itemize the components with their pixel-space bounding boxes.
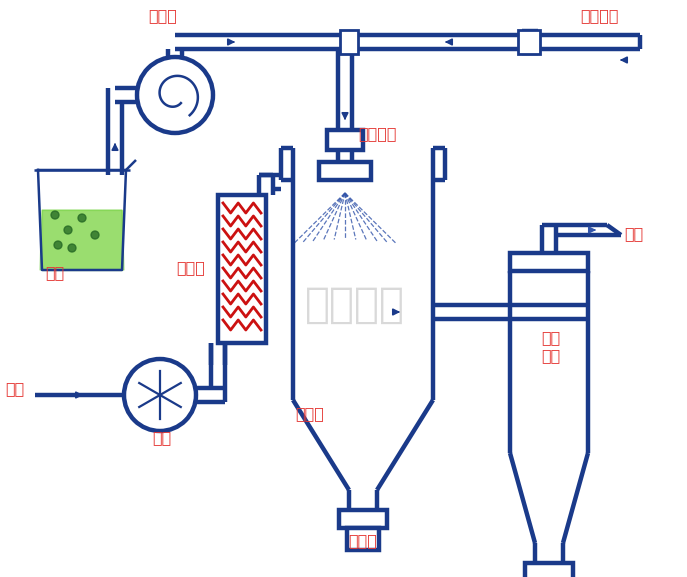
Text: 原料: 原料 bbox=[45, 265, 65, 280]
Bar bbox=[510, 253, 588, 271]
Text: 尾气: 尾气 bbox=[624, 226, 643, 241]
Text: 空气: 空气 bbox=[5, 381, 24, 396]
Text: 风机: 风机 bbox=[153, 430, 172, 445]
Circle shape bbox=[64, 226, 72, 234]
Text: 收料瓶: 收料瓶 bbox=[348, 533, 377, 548]
Text: 干燥瓶: 干燥瓶 bbox=[295, 406, 324, 421]
Bar bbox=[319, 162, 371, 180]
Text: 压缩空气: 压缩空气 bbox=[580, 8, 618, 23]
Polygon shape bbox=[40, 210, 124, 270]
Circle shape bbox=[51, 211, 59, 219]
Text: 旋风
分离: 旋风 分离 bbox=[541, 331, 561, 363]
Text: 进料泵: 进料泵 bbox=[148, 8, 177, 23]
Circle shape bbox=[54, 241, 62, 249]
Circle shape bbox=[78, 214, 86, 222]
Circle shape bbox=[68, 244, 76, 252]
Bar bbox=[347, 528, 379, 550]
Bar bbox=[339, 510, 387, 528]
Text: 加热器: 加热器 bbox=[176, 260, 205, 275]
Text: 上海欧蒙: 上海欧蒙 bbox=[305, 284, 405, 326]
Bar bbox=[218, 195, 266, 343]
Polygon shape bbox=[42, 210, 122, 270]
Text: 雾化喷头: 雾化喷头 bbox=[358, 126, 396, 141]
Bar bbox=[327, 130, 363, 150]
Bar bbox=[522, 31, 538, 39]
Bar bbox=[525, 563, 573, 577]
Bar bbox=[340, 30, 358, 54]
Circle shape bbox=[91, 231, 99, 239]
Bar bbox=[518, 30, 540, 54]
